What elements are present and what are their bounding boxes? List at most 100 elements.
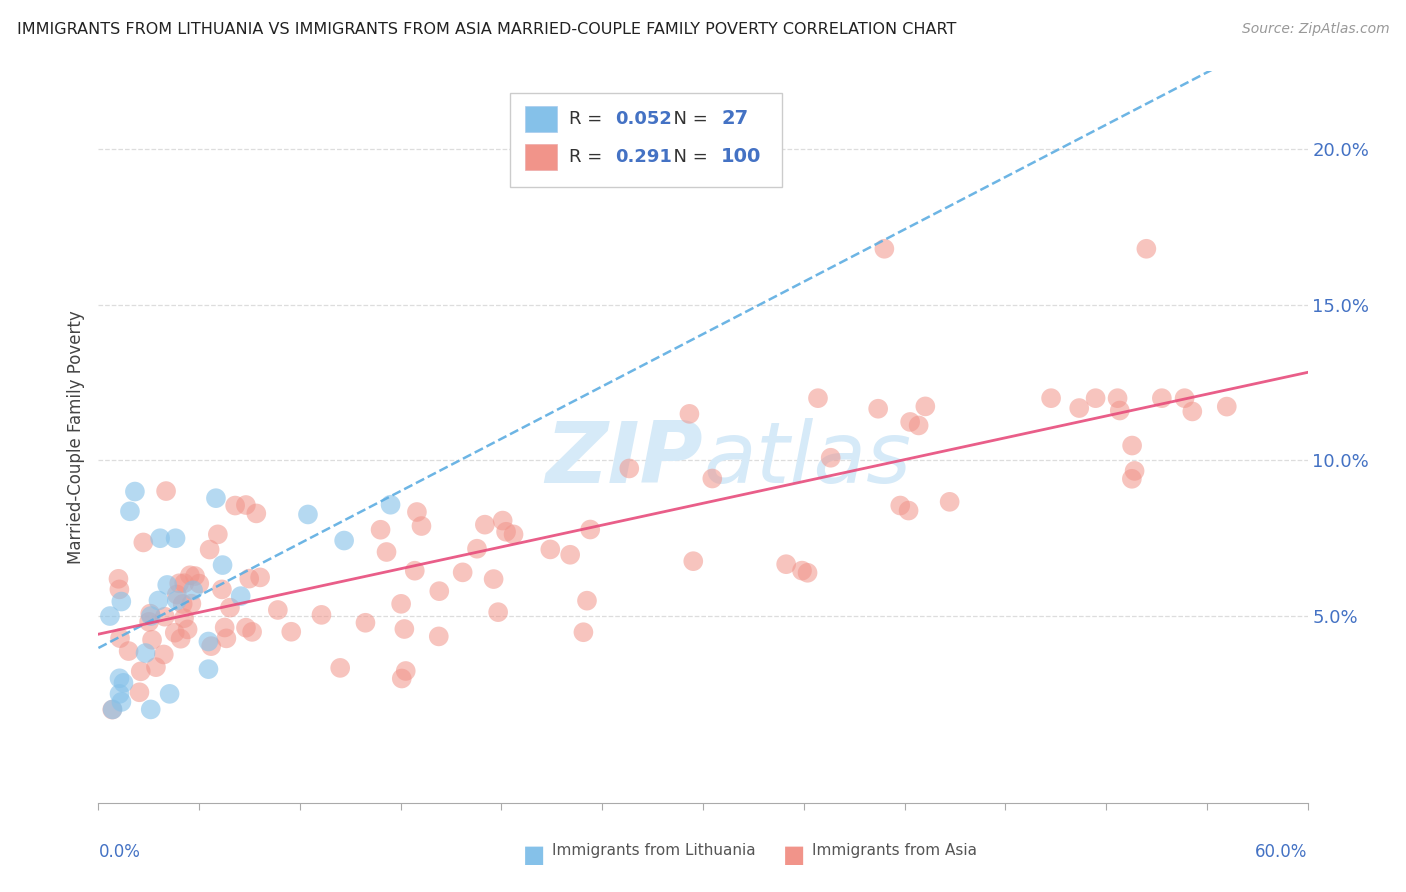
Point xyxy=(197,634,219,648)
Text: 60.0%: 60.0% xyxy=(1256,843,1308,861)
Point xyxy=(1069,401,1091,415)
Point xyxy=(132,535,155,549)
Point xyxy=(101,703,124,717)
Point xyxy=(380,498,402,512)
Point xyxy=(404,564,426,578)
Point xyxy=(108,687,131,701)
Point xyxy=(329,661,352,675)
Point xyxy=(579,523,602,537)
Text: R =: R = xyxy=(569,148,607,166)
Point xyxy=(197,662,219,676)
Point xyxy=(391,672,413,686)
Point xyxy=(907,418,929,433)
Point xyxy=(267,603,290,617)
Point xyxy=(134,646,156,660)
Text: ZIP: ZIP xyxy=(546,417,703,500)
Point xyxy=(914,400,936,414)
Point xyxy=(128,685,150,699)
Point xyxy=(211,558,233,572)
Point xyxy=(1135,242,1157,256)
Point xyxy=(141,632,163,647)
Point xyxy=(395,664,418,678)
Point xyxy=(101,702,124,716)
Point xyxy=(249,570,271,584)
Point xyxy=(1040,391,1063,405)
Point xyxy=(238,572,260,586)
Point xyxy=(411,519,433,533)
Text: N =: N = xyxy=(662,148,713,166)
Point xyxy=(492,514,515,528)
Point xyxy=(370,523,392,537)
Point xyxy=(173,611,195,625)
Point xyxy=(156,578,179,592)
Point xyxy=(465,541,488,556)
Point xyxy=(180,597,202,611)
Point xyxy=(166,593,188,607)
Point xyxy=(184,569,207,583)
Point xyxy=(938,495,960,509)
Point xyxy=(98,609,121,624)
Text: 27: 27 xyxy=(721,110,748,128)
Point xyxy=(572,625,595,640)
Text: 0.291: 0.291 xyxy=(614,148,672,166)
Text: IMMIGRANTS FROM LITHUANIA VS IMMIGRANTS FROM ASIA MARRIED-COUPLE FAMILY POVERTY : IMMIGRANTS FROM LITHUANIA VS IMMIGRANTS … xyxy=(17,22,956,37)
Text: ■: ■ xyxy=(523,843,546,867)
Point xyxy=(1108,403,1130,417)
Point xyxy=(148,593,170,607)
Text: Immigrants from Asia: Immigrants from Asia xyxy=(811,843,977,858)
Point xyxy=(375,545,398,559)
Point xyxy=(807,391,830,405)
Point xyxy=(179,568,201,582)
Point xyxy=(502,527,524,541)
Point xyxy=(181,583,204,598)
Point xyxy=(868,401,890,416)
Text: Immigrants from Lithuania: Immigrants from Lithuania xyxy=(551,843,755,858)
Point xyxy=(297,508,319,522)
Point xyxy=(205,491,228,505)
Point xyxy=(108,582,131,597)
Point xyxy=(207,527,229,541)
Point xyxy=(165,531,187,545)
Point xyxy=(682,554,704,568)
Text: 0.052: 0.052 xyxy=(614,110,672,128)
Point xyxy=(112,676,135,690)
Point xyxy=(124,484,146,499)
Point xyxy=(451,566,474,580)
Point xyxy=(235,498,257,512)
Point xyxy=(311,607,333,622)
Point xyxy=(389,597,412,611)
Point xyxy=(110,695,132,709)
Text: N =: N = xyxy=(662,110,713,128)
Text: 100: 100 xyxy=(721,147,762,167)
Point xyxy=(897,503,920,517)
Point xyxy=(486,605,509,619)
Point xyxy=(240,624,263,639)
Point xyxy=(139,607,162,621)
Point xyxy=(678,407,700,421)
Point xyxy=(333,533,356,548)
Point xyxy=(155,484,177,499)
Point xyxy=(790,564,813,578)
Point xyxy=(354,615,377,630)
Point xyxy=(167,576,190,591)
Point xyxy=(214,620,236,634)
Point xyxy=(138,615,160,629)
Point xyxy=(394,622,416,636)
Point xyxy=(873,242,896,256)
Point xyxy=(173,576,195,591)
Point xyxy=(775,558,797,572)
Point xyxy=(1181,404,1204,418)
Point xyxy=(198,542,221,557)
Point xyxy=(219,600,242,615)
Point xyxy=(482,572,505,586)
Point xyxy=(495,524,517,539)
Point xyxy=(427,584,450,599)
Y-axis label: Married-Couple Family Poverty: Married-Couple Family Poverty xyxy=(67,310,86,564)
Text: 0.0%: 0.0% xyxy=(98,843,141,861)
Point xyxy=(107,572,129,586)
Point xyxy=(200,639,222,653)
Point xyxy=(224,499,246,513)
Point xyxy=(820,450,842,465)
Point xyxy=(796,566,818,580)
Point xyxy=(159,687,181,701)
